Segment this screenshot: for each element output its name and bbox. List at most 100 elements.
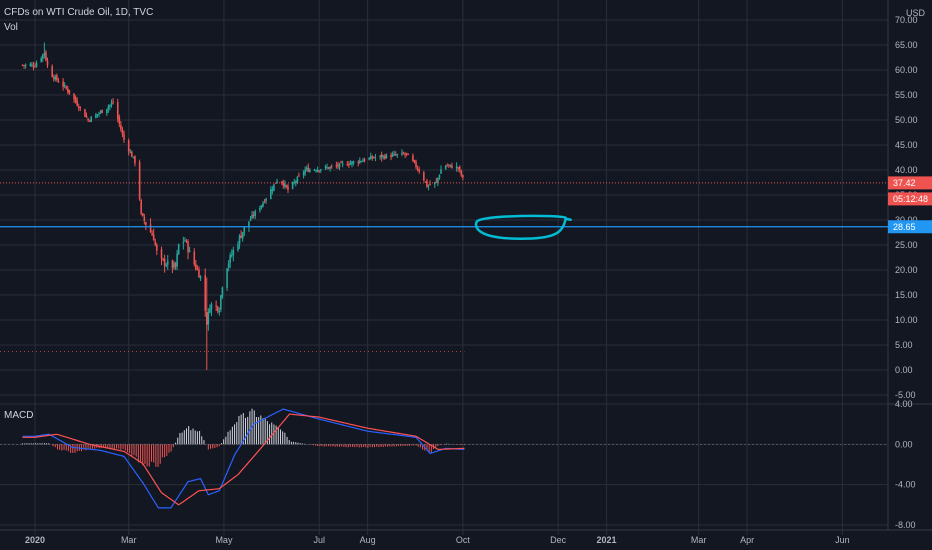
- candle-body: [404, 154, 406, 156]
- candle-body: [215, 305, 217, 307]
- candle-body: [46, 60, 49, 66]
- candle-body: [316, 169, 319, 172]
- candle-body: [131, 151, 133, 157]
- candle-body: [40, 58, 43, 62]
- candle-body: [151, 233, 153, 236]
- symbol-title[interactable]: CFDs on WTI Crude Oil, 1D, TVC: [4, 7, 154, 18]
- candle-body: [205, 312, 208, 325]
- candle-body: [309, 169, 311, 172]
- candle-body: [229, 255, 231, 263]
- candle-body: [426, 180, 428, 188]
- candle-body: [96, 114, 99, 116]
- candle-body: [145, 222, 147, 225]
- price-axis-area: [889, 0, 932, 550]
- candle-body: [444, 165, 447, 170]
- candle-body: [152, 234, 155, 241]
- candle-body: [249, 219, 252, 221]
- candle-body: [29, 64, 32, 66]
- candle-body: [35, 63, 38, 67]
- candle-body: [177, 244, 180, 254]
- candle-body: [84, 109, 86, 117]
- last-price-tag: 37.42: [888, 176, 932, 190]
- candle-body: [109, 104, 111, 107]
- candle-body: [171, 260, 174, 268]
- price-tick-label: 40.00: [895, 165, 918, 175]
- candle-body: [57, 80, 60, 83]
- candle-body: [52, 77, 55, 79]
- horizontal-line-tag: 28.65: [888, 220, 932, 234]
- candle-body: [207, 312, 210, 325]
- candle-body: [232, 250, 235, 256]
- candle-body: [132, 156, 135, 158]
- candle-body: [43, 53, 46, 55]
- candle-body: [324, 166, 327, 168]
- candle-body: [274, 182, 277, 184]
- candle-body: [357, 161, 360, 163]
- candle-body: [305, 168, 308, 170]
- candle-body: [21, 64, 24, 66]
- time-tick-label: Mar: [121, 535, 137, 545]
- candle-body: [285, 185, 288, 187]
- macd-layer: [0, 408, 888, 509]
- candle-body: [326, 167, 328, 169]
- candle-body: [383, 156, 386, 159]
- candle-body: [141, 213, 144, 217]
- candle-body: [407, 153, 410, 155]
- candle-body: [348, 164, 350, 166]
- countdown-tag: 05:12:48: [888, 192, 932, 206]
- candle-body: [182, 242, 185, 244]
- candle-body: [68, 89, 71, 94]
- candle-body: [449, 164, 452, 166]
- candle-body: [270, 189, 272, 199]
- countdown-tag-text: 05:12:48: [893, 194, 928, 204]
- candle-body: [291, 182, 294, 189]
- candle-body: [238, 235, 241, 244]
- candle-body: [74, 97, 77, 102]
- candle-body: [248, 221, 250, 227]
- candle-body: [121, 129, 124, 134]
- macd-tick-label: -4.00: [895, 480, 916, 490]
- candle-body: [204, 275, 207, 311]
- candle-body: [218, 311, 221, 313]
- candle-body: [330, 165, 333, 167]
- candle-body: [185, 240, 188, 242]
- candle-body: [140, 200, 142, 214]
- volume-label[interactable]: Vol: [4, 22, 18, 33]
- candle-body: [221, 287, 224, 297]
- candle-body: [85, 115, 88, 118]
- candle-body: [462, 175, 464, 178]
- candle-body: [176, 253, 178, 267]
- candle-body: [429, 184, 431, 186]
- candle-body: [390, 155, 392, 158]
- candle-body: [162, 258, 164, 260]
- candle-body: [88, 120, 91, 122]
- candle-body: [451, 165, 453, 169]
- candle-body: [296, 177, 299, 183]
- price-tick-label: 50.00: [895, 115, 918, 125]
- macd-label[interactable]: MACD: [4, 410, 34, 421]
- candle-body: [394, 154, 397, 156]
- candle-body: [362, 160, 364, 162]
- candle-body: [276, 181, 278, 184]
- candle-body: [23, 65, 25, 67]
- candle-body: [65, 86, 68, 89]
- candle-body: [76, 100, 78, 106]
- candle-body: [360, 161, 363, 163]
- candle-body: [127, 140, 130, 152]
- candle-body: [226, 268, 228, 289]
- macd-line: [22, 408, 465, 509]
- candle-body: [199, 275, 202, 279]
- candle-body: [107, 106, 110, 110]
- candle-body: [416, 168, 419, 170]
- candle-body: [359, 160, 361, 163]
- countdown-tag-bg: [888, 192, 932, 206]
- candle-body: [45, 52, 47, 61]
- price-tick-label: 25.00: [895, 240, 918, 250]
- candle-body: [243, 226, 246, 233]
- signal-line: [22, 413, 465, 506]
- candle-body: [166, 260, 169, 265]
- candle-body: [280, 181, 283, 183]
- candle-body: [240, 235, 242, 238]
